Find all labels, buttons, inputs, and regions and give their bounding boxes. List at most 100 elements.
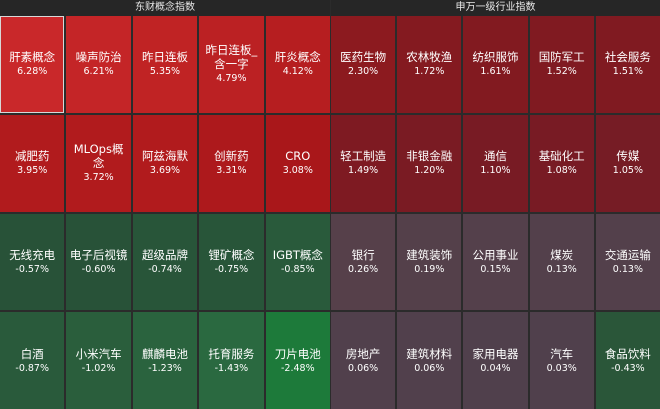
tile-name: 肝炎概念 xyxy=(274,50,321,65)
tile-change-percent: -0.85% xyxy=(280,263,315,275)
heatmap-tile[interactable]: 白酒 -0.87% xyxy=(0,312,65,409)
heatmap-tile[interactable]: 汽车 0.03% xyxy=(529,312,594,409)
heatmap-tile[interactable]: 房地产 0.06% xyxy=(331,312,396,409)
heatmap-tile[interactable]: 肝素概念 6.28% xyxy=(0,16,65,113)
heatmap-tile[interactable]: 麒麟电池 -1.23% xyxy=(132,312,198,409)
heatmap-tile[interactable]: 纺织服饰 1.61% xyxy=(463,16,528,113)
tile-change-percent: 1.49% xyxy=(348,165,379,177)
tile-name: 家用电器 xyxy=(472,346,519,361)
tile-change-percent: 3.69% xyxy=(149,165,181,177)
heatmap-tile[interactable]: 刀片电池 -2.48% xyxy=(265,312,330,409)
heatmap-tile[interactable]: 基础化工 1.08% xyxy=(529,114,594,212)
heatmap-tile[interactable]: 食品饮料 -0.43% xyxy=(595,312,660,409)
tile-change-percent: -1.02% xyxy=(81,362,116,374)
tile-change-percent: 0.15% xyxy=(480,263,511,275)
heatmap-tile[interactable]: 锂矿概念 -0.75% xyxy=(199,213,264,311)
heatmap-tile[interactable]: 电子后视镜 -0.60% xyxy=(66,213,131,311)
tile-change-percent: 6.21% xyxy=(83,66,114,78)
tile-name: 无线充电 xyxy=(9,247,56,262)
heatmap-tile[interactable]: 建筑材料 0.06% xyxy=(397,312,462,409)
heatmap-tile[interactable]: 农林牧渔 1.72% xyxy=(397,16,462,113)
tile-name: CRO xyxy=(285,149,311,164)
tile-change-percent: 3.08% xyxy=(282,165,313,177)
tile-change-percent: 0.03% xyxy=(546,362,577,374)
heatmap-tile[interactable]: 非银金融 1.20% xyxy=(397,114,462,212)
heatmap-tile[interactable]: 肝炎概念 4.12% xyxy=(265,16,330,113)
tile-name: 煤炭 xyxy=(550,247,574,262)
heatmap-tile[interactable]: 传媒 1.05% xyxy=(595,114,660,212)
tile-change-percent: -0.57% xyxy=(15,263,49,275)
tile-name: 肝素概念 xyxy=(9,50,56,65)
tile-name: 汽车 xyxy=(550,346,574,361)
tile-name: 白酒 xyxy=(20,346,44,361)
heatmap-tile[interactable]: 建筑装饰 0.19% xyxy=(397,213,462,311)
heatmap-tile[interactable]: 创新药 3.31% xyxy=(199,114,264,212)
tile-change-percent: -0.75% xyxy=(214,263,249,275)
heatmap-tile[interactable]: 社会服务 1.51% xyxy=(595,16,660,113)
heatmap-tile[interactable]: CRO 3.08% xyxy=(265,114,330,212)
tile-change-percent: 1.51% xyxy=(612,66,643,78)
heatmap-tile[interactable]: 银行 0.26% xyxy=(331,213,396,311)
heatmap-tile[interactable]: 无线充电 -0.57% xyxy=(0,213,65,311)
tile-change-percent: 1.10% xyxy=(480,165,511,177)
heatmap-tile[interactable]: 阿兹海默 3.69% xyxy=(132,114,198,212)
tile-name: 创新药 xyxy=(214,149,249,164)
heatmap-tile[interactable]: 昨日连板 5.35% xyxy=(132,16,198,113)
tile-name: 建筑装饰 xyxy=(406,247,453,262)
tile-name: 农林牧渔 xyxy=(406,50,453,65)
tile-change-percent: 1.08% xyxy=(546,165,577,177)
tile-change-percent: -1.23% xyxy=(148,362,182,374)
tile-change-percent: 0.06% xyxy=(348,362,379,374)
tile-name: 小米汽车 xyxy=(75,346,122,361)
heatmap-tile[interactable]: 煤炭 0.13% xyxy=(529,213,594,311)
tile-change-percent: -0.60% xyxy=(81,263,116,275)
tile-name: 医药生物 xyxy=(340,50,387,65)
tile-change-percent: 0.19% xyxy=(414,263,445,275)
heatmap-tile[interactable]: 公用事业 0.15% xyxy=(463,213,528,311)
tile-name: 国防军工 xyxy=(538,50,585,65)
tile-change-percent: -0.43% xyxy=(611,362,645,374)
tile-change-percent: -0.74% xyxy=(148,263,182,275)
tile-name: 公用事业 xyxy=(472,247,519,262)
heatmap-tile[interactable]: 超级品牌 -0.74% xyxy=(132,213,198,311)
tile-name: 房地产 xyxy=(345,346,381,361)
heatmap-tile[interactable]: 噪声防治 6.21% xyxy=(66,16,131,113)
tile-change-percent: 6.28% xyxy=(17,66,48,78)
tile-name: 基础化工 xyxy=(538,149,585,164)
heatmap-tile[interactable]: 托育服务 -1.43% xyxy=(199,312,264,409)
heatmap-tile[interactable]: 医药生物 2.30% xyxy=(331,16,396,113)
heatmap-tile[interactable]: 昨日连板_含一字 4.79% xyxy=(199,16,264,113)
tile-name: 食品饮料 xyxy=(604,346,651,361)
tile-change-percent: -1.43% xyxy=(214,362,249,374)
heatmap-tile[interactable]: 小米汽车 -1.02% xyxy=(66,312,131,409)
tile-name: 阿兹海默 xyxy=(141,149,188,164)
tile-change-percent: 1.61% xyxy=(480,66,511,78)
tile-change-percent: 1.72% xyxy=(414,66,445,78)
tile-change-percent: 0.13% xyxy=(546,263,577,275)
tile-change-percent: 3.72% xyxy=(83,172,114,184)
industry-index-title: 申万一级行业指数 xyxy=(331,0,660,16)
concept-index-panel: 东财概念指数 肝素概念 6.28% 噪声防治 6.21% 昨日连板 5.35% 昨日连板_含… xyxy=(0,0,330,409)
heatmap-tile[interactable]: IGBT概念 -0.85% xyxy=(265,213,330,311)
heatmap-tile[interactable]: 交通运输 0.13% xyxy=(595,213,660,311)
heatmap-tile[interactable]: 国防军工 1.52% xyxy=(529,16,594,113)
heatmap-tile[interactable]: MLOps概念 3.72% xyxy=(66,114,131,212)
heatmap-tile[interactable]: 家用电器 0.04% xyxy=(463,312,528,409)
tile-name: 锂矿概念 xyxy=(208,247,255,262)
tile-name: MLOps概念 xyxy=(73,142,124,171)
heatmap-tile[interactable]: 减肥药 3.95% xyxy=(0,114,65,212)
tile-change-percent: 1.20% xyxy=(414,165,445,177)
tile-name: 轻工制造 xyxy=(340,149,387,164)
tile-name: 传媒 xyxy=(616,149,640,164)
tile-change-percent: -2.48% xyxy=(280,362,315,374)
tile-change-percent: 2.30% xyxy=(348,66,379,78)
tile-change-percent: 1.05% xyxy=(612,165,643,177)
tile-change-percent: 5.35% xyxy=(149,66,181,78)
industry-index-grid: 医药生物 2.30% 农林牧渔 1.72% 纺织服饰 1.61% 国防军工 1.52% 社会服务… xyxy=(331,16,660,409)
tile-name: 昨日连板_含一字 xyxy=(205,43,258,72)
heatmap-tile[interactable]: 通信 1.10% xyxy=(463,114,528,212)
tile-change-percent: 0.04% xyxy=(480,362,511,374)
tile-change-percent: 4.12% xyxy=(282,66,313,78)
heatmap-tile[interactable]: 轻工制造 1.49% xyxy=(331,114,396,212)
